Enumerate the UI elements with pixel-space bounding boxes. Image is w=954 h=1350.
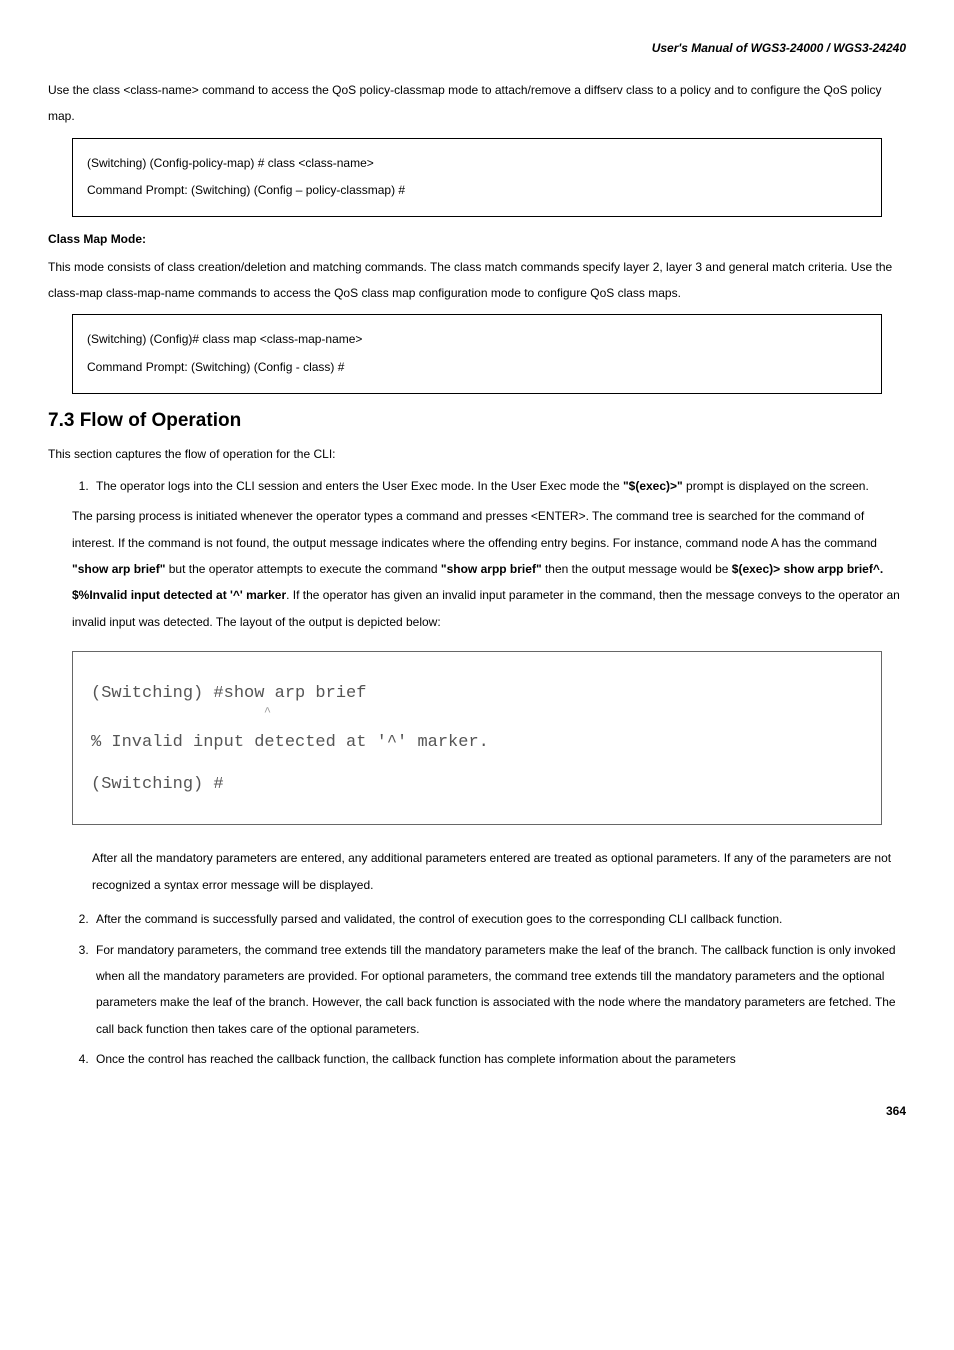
flow-intro-line: This section captures the flow of operat…	[48, 446, 906, 463]
cont-text: then the output message would be	[542, 562, 732, 576]
code-line: Command Prompt: (Switching) (Config - cl…	[87, 357, 867, 379]
list-text: The operator logs into the CLI session a…	[96, 479, 623, 493]
terminal-line: (Switching) #	[91, 773, 863, 797]
terminal-line: (Switching) #show arp brief	[91, 682, 863, 706]
continuation-paragraph: The parsing process is initiated wheneve…	[72, 503, 906, 635]
class-map-mode-paragraph: This mode consists of class creation/del…	[48, 254, 906, 307]
code-line: (Switching) (Config)# class map <class-m…	[87, 329, 867, 351]
cont-text: but the operator attempts to execute the…	[165, 562, 441, 576]
list-item: After the command is successfully parsed…	[92, 906, 906, 932]
show-arpp-brief-bold: "show arpp brief"	[441, 562, 542, 576]
terminal-output-box: (Switching) #show arp brief ^ % Invalid …	[72, 651, 882, 825]
list-item: The operator logs into the CLI session a…	[92, 473, 906, 499]
flow-ordered-list: The operator logs into the CLI session a…	[48, 473, 906, 499]
code-line: (Switching) (Config-policy-map) # class …	[87, 153, 867, 175]
continuation-paragraph-2: After all the mandatory parameters are e…	[92, 845, 906, 898]
cont-text: The parsing process is initiated wheneve…	[72, 509, 877, 549]
list-item: Once the control has reached the callbac…	[92, 1046, 906, 1072]
page-number: 364	[48, 1103, 906, 1120]
flow-ordered-list-cont: After the command is successfully parsed…	[48, 906, 906, 1072]
terminal-caret-line: ^	[91, 704, 863, 721]
intro-paragraph-1: Use the class <class-name> command to ac…	[48, 77, 906, 130]
header-manual-title: User's Manual of WGS3-24000 / WGS3-24240	[48, 40, 906, 57]
section-heading-flow: 7.3 Flow of Operation	[48, 408, 906, 435]
exec-prompt-bold: "$(exec)>"	[623, 479, 683, 493]
code-box-policy-map: (Switching) (Config-policy-map) # class …	[72, 138, 882, 217]
show-arp-brief-bold: "show arp brief"	[72, 562, 165, 576]
class-map-mode-label: Class Map Mode:	[48, 231, 906, 248]
terminal-line: % Invalid input detected at '^' marker.	[91, 731, 863, 755]
code-box-class-map: (Switching) (Config)# class map <class-m…	[72, 314, 882, 393]
list-item: For mandatory parameters, the command tr…	[92, 937, 906, 1043]
list-text: prompt is displayed on the screen.	[683, 479, 869, 493]
code-line: Command Prompt: (Switching) (Config – po…	[87, 180, 867, 202]
